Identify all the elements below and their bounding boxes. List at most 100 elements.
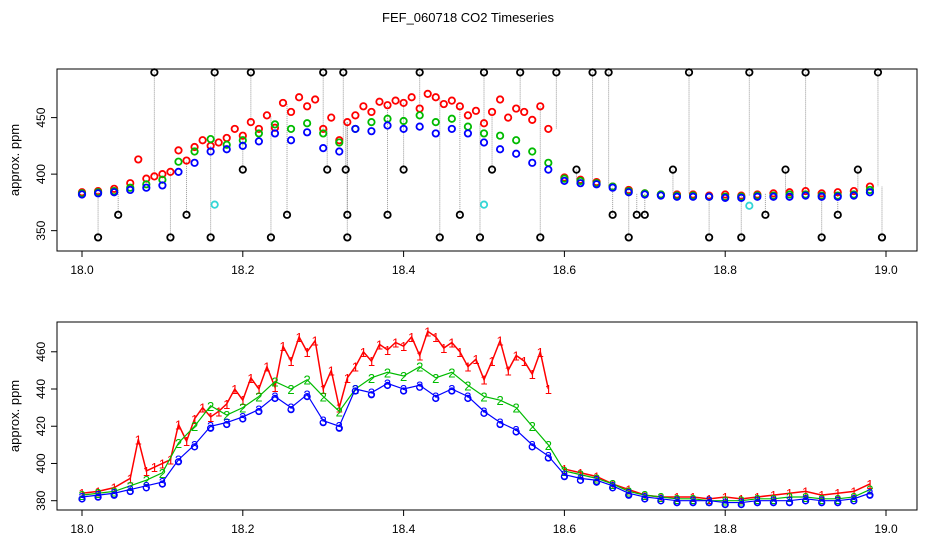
- series-1-marker: 1: [834, 486, 841, 501]
- series-1-marker: 1: [191, 412, 198, 427]
- series-1-marker: 1: [199, 401, 206, 416]
- series-1-marker: 1: [239, 393, 246, 408]
- series-1-point: [407, 93, 416, 102]
- series-1-marker: 1: [287, 354, 294, 369]
- series-1-point: [487, 107, 497, 117]
- series-1-marker: 1: [496, 334, 503, 349]
- y-tick-label: 380: [34, 490, 48, 510]
- series-3-marker: 3: [850, 492, 857, 507]
- series-2-marker: 2: [223, 408, 230, 423]
- series-2-marker: 2: [287, 382, 294, 397]
- series-3-point: [592, 478, 601, 486]
- series-1-point: [230, 124, 239, 134]
- series-2-point: [431, 118, 440, 127]
- series-3-point: [673, 499, 681, 507]
- series-1-point: [447, 96, 456, 105]
- series-1-marker: 1: [770, 488, 777, 503]
- series-3-point: [447, 124, 456, 134]
- series-3-point: [625, 491, 633, 499]
- series-2-point: [463, 122, 473, 131]
- series-3-point: [190, 443, 199, 451]
- series-1-point: [303, 102, 312, 111]
- series-3-marker: 3: [657, 492, 664, 507]
- series-3-marker: 3: [271, 389, 278, 404]
- series-3-marker: 3: [304, 388, 311, 403]
- series-2-marker: 2: [529, 419, 536, 434]
- series-1-point: [278, 98, 288, 108]
- series-flag-point: [516, 68, 525, 77]
- series-2-marker: 2: [496, 393, 503, 408]
- series-2-point: [303, 119, 312, 128]
- series-2-point: [495, 131, 505, 140]
- series-3-point: [239, 415, 247, 423]
- series-1-marker: 1: [207, 410, 214, 425]
- series-1-point: [311, 95, 320, 104]
- series-1-point: [399, 98, 408, 108]
- series-1-point: [455, 102, 464, 111]
- series-1-point: [544, 124, 553, 134]
- series-3-marker: 3: [513, 423, 520, 438]
- series-3-marker: 3: [529, 438, 536, 453]
- series-1-point: [286, 107, 296, 117]
- series-flag-point: [343, 210, 352, 219]
- series-flag-point: [817, 233, 826, 242]
- series-flag-point: [266, 233, 276, 242]
- series-3-point: [399, 124, 408, 134]
- series-3-marker: 3: [191, 438, 198, 453]
- series-flag-point: [668, 165, 678, 174]
- series-1-point: [375, 97, 384, 106]
- series-3-point: [206, 147, 215, 156]
- y-axis-label: approx. ppm: [7, 380, 22, 452]
- series-flag-point: [588, 68, 597, 77]
- series-1-point: [801, 186, 810, 196]
- series-1-marker: 1: [802, 484, 809, 499]
- x-tick-label: 18.8: [714, 263, 738, 277]
- series-1-point: [262, 111, 272, 120]
- series-flag-point: [341, 165, 350, 174]
- series-3-point: [126, 185, 135, 195]
- series-3-marker: 3: [866, 486, 873, 501]
- series-1-marker: 1: [488, 354, 495, 369]
- series-3-point: [544, 454, 552, 462]
- series-1-point: [423, 89, 432, 98]
- series-1-marker: 1: [472, 352, 479, 367]
- series-3-point: [512, 428, 520, 436]
- series-3-marker: 3: [722, 496, 729, 511]
- series-1-point: [383, 101, 392, 110]
- series-flag-point: [383, 210, 392, 219]
- series-1-marker: 1: [336, 401, 343, 416]
- x-tick-label: 18.2: [231, 263, 255, 277]
- series-3-marker: 3: [255, 402, 262, 417]
- series-1-point: [294, 93, 304, 102]
- series-1-point: [528, 115, 537, 124]
- series-3-point: [142, 484, 150, 492]
- series-1-point: [431, 93, 440, 102]
- plot-frame: [56, 321, 918, 511]
- series-3-point: [463, 129, 473, 138]
- series-3-point: [383, 121, 392, 130]
- series-3-point: [383, 381, 392, 390]
- series-3-point: [367, 391, 376, 399]
- series-3-point: [672, 192, 682, 201]
- series-alt-point: [479, 200, 489, 209]
- series-1-point: [150, 172, 159, 181]
- series-3-point: [657, 497, 665, 505]
- series-flag-point: [323, 165, 332, 174]
- series-2-marker: 2: [304, 373, 311, 388]
- series-3-point: [367, 127, 376, 136]
- series-2-marker: 2: [191, 419, 198, 434]
- series-3-point: [705, 499, 713, 507]
- series-3-point: [801, 497, 810, 505]
- series-3-point: [110, 491, 118, 499]
- series-3-marker: 3: [689, 494, 696, 509]
- series-3-point: [528, 443, 536, 451]
- x-tick-label: 18.2: [231, 522, 255, 536]
- series-3-point: [416, 383, 424, 391]
- series-3-point: [303, 392, 311, 401]
- series-3-point: [222, 145, 231, 154]
- series-2-marker: 2: [513, 401, 520, 416]
- series-flag-point: [150, 68, 159, 77]
- panel-2: 18.0 18.2 18.4 18.6 18.8 19.0 380 400 420 440 460 a…: [7, 321, 918, 536]
- series-1-marker: 1: [344, 371, 351, 386]
- series-3-point: [753, 192, 762, 201]
